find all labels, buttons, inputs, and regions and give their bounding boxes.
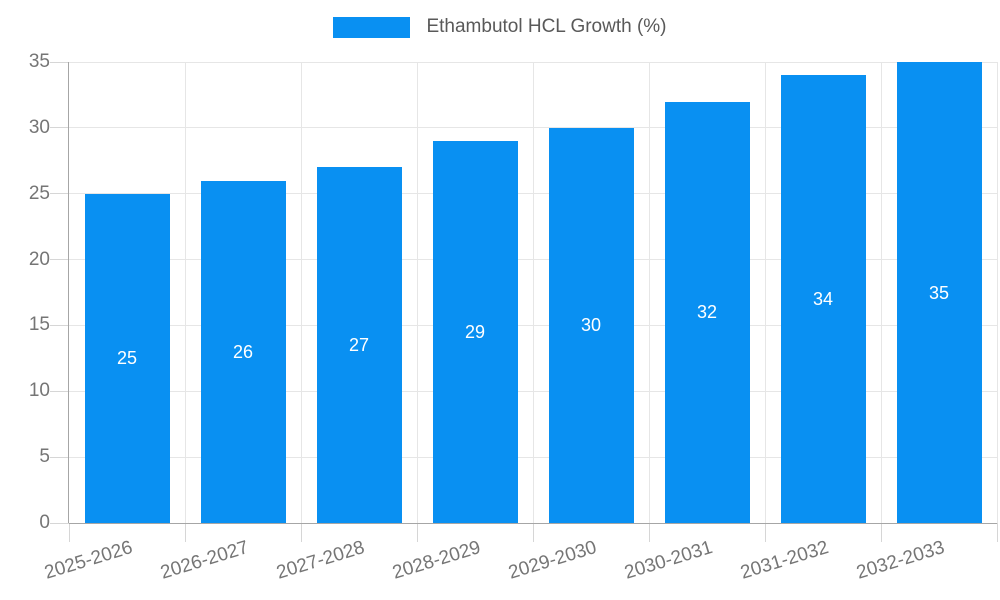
bar	[432, 141, 518, 523]
x-axis-tick	[68, 523, 70, 542]
y-axis-tick	[50, 259, 69, 261]
gridline-vertical	[532, 62, 534, 523]
bar-value-label: 32	[696, 302, 718, 323]
gridline-vertical	[300, 62, 302, 523]
y-axis-tick	[50, 522, 69, 524]
bar-value-label: 29	[464, 322, 486, 342]
x-axis-tick	[648, 523, 650, 542]
y-tick-label: 15	[28, 314, 50, 336]
y-tick-label: 25	[28, 182, 50, 204]
legend[interactable]: Ethambutol HCL Growth (%)	[0, 16, 1000, 38]
gridline-vertical	[648, 62, 650, 523]
bar	[200, 180, 286, 523]
x-tick-label: 2030-2031	[622, 537, 716, 584]
y-axis-tick	[50, 456, 69, 458]
bar	[780, 75, 866, 523]
y-tick-label: 5	[39, 446, 50, 468]
bar	[896, 62, 982, 523]
legend-swatch	[333, 16, 411, 38]
gridline-vertical	[764, 62, 766, 523]
gridline-vertical	[996, 62, 998, 523]
x-tick-label: 2027-2028	[274, 537, 368, 584]
bar-value-label: 27	[348, 335, 370, 356]
x-tick-label: 2032-2033	[854, 537, 948, 584]
y-tick-label: 35	[28, 51, 50, 72]
y-tick-label: 30	[28, 116, 50, 138]
y-axis-tick	[50, 193, 69, 195]
y-axis-line	[68, 62, 69, 523]
x-axis-tick	[184, 523, 186, 542]
bar-value-label: 30	[580, 315, 602, 336]
x-axis-tick	[764, 523, 766, 542]
y-tick-label: 10	[28, 380, 50, 402]
bar	[84, 193, 170, 523]
x-axis-tick	[300, 523, 302, 542]
x-axis-tick	[532, 523, 534, 542]
bar-value-label: 35	[928, 282, 950, 303]
x-axis-tick	[880, 523, 882, 542]
x-axis-line	[69, 522, 997, 524]
x-tick-label: 2031-2032	[738, 537, 832, 584]
x-tick-label: 2025-2026	[42, 537, 136, 584]
x-axis-tick	[996, 523, 998, 542]
y-tick-label: 20	[28, 248, 50, 270]
x-tick-label: 2026-2027	[158, 537, 252, 584]
y-axis-tick	[50, 127, 69, 129]
x-tick-label: 2029-2030	[506, 537, 600, 584]
y-axis-tick	[50, 390, 69, 392]
x-tick-label: 2028-2029	[390, 537, 484, 584]
bar	[664, 101, 750, 523]
legend-label: Ethambutol HCL Growth (%)	[426, 16, 667, 37]
bar-value-label: 25	[116, 348, 138, 369]
bar	[548, 127, 634, 523]
gridline-vertical	[880, 62, 882, 523]
gridline-vertical	[184, 62, 186, 523]
x-axis-tick	[416, 523, 418, 542]
y-tick-label: 0	[39, 512, 50, 533]
y-axis-tick	[50, 61, 69, 63]
y-axis-tick	[50, 324, 69, 326]
bar-value-label: 26	[232, 341, 254, 362]
gridline-vertical	[416, 62, 418, 523]
bar-value-label: 34	[812, 289, 834, 310]
bar	[316, 167, 402, 523]
